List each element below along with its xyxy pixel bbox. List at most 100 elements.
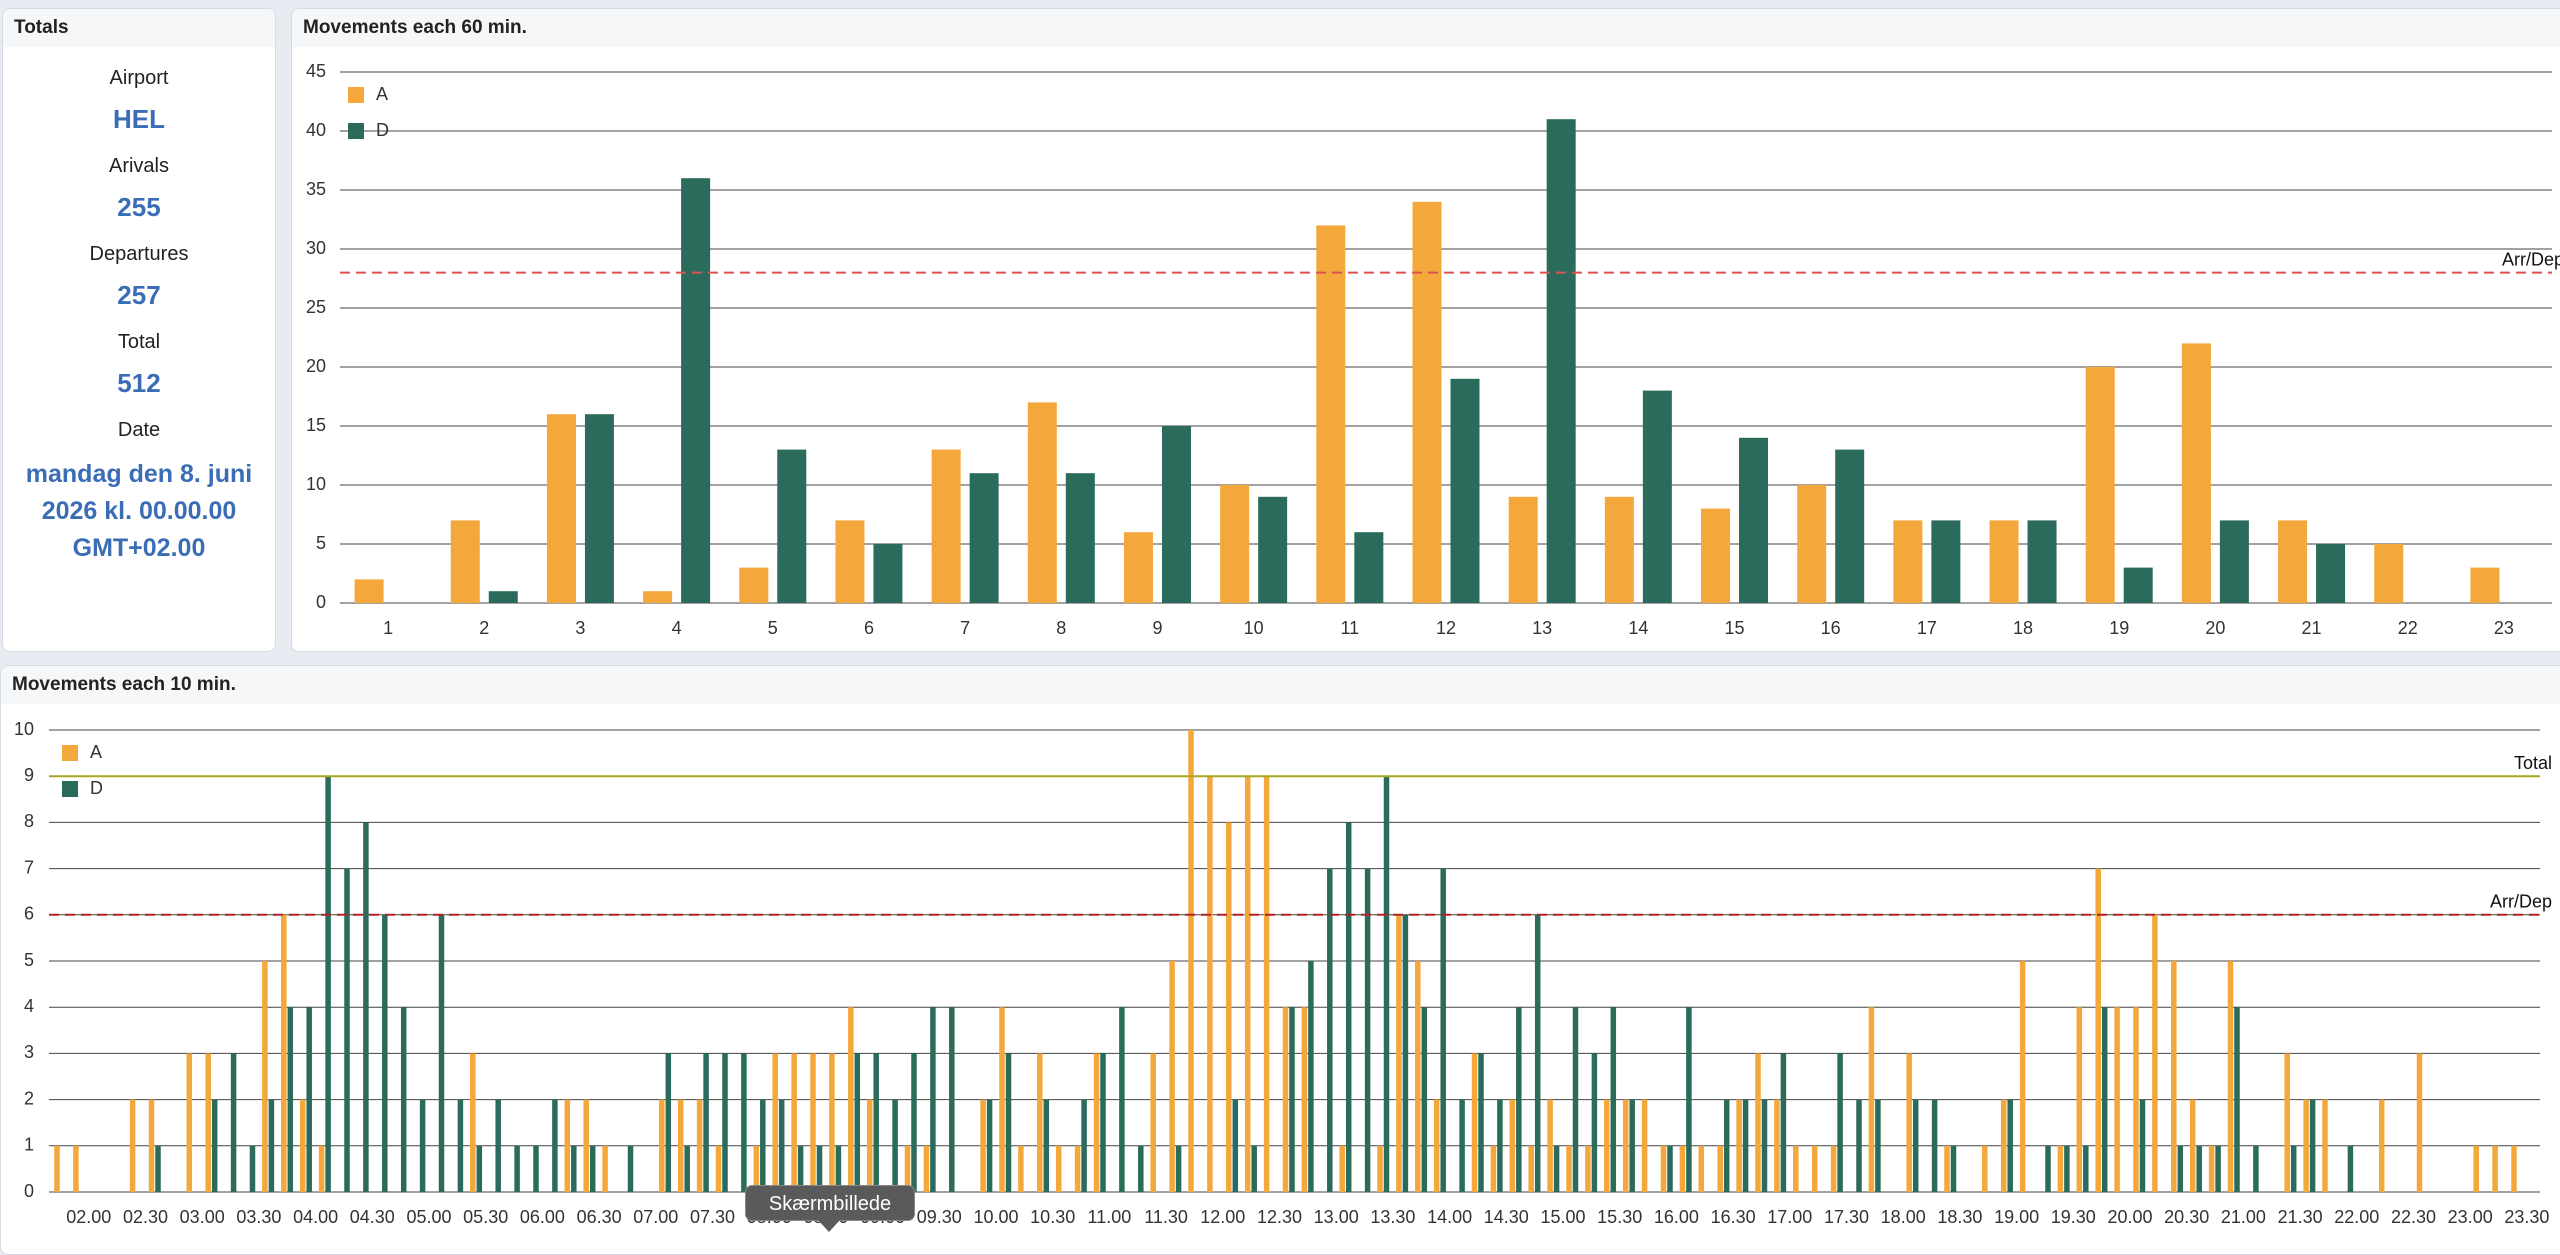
reference-label: Total bbox=[2514, 753, 2552, 773]
x-tick-label: 04.30 bbox=[350, 1207, 395, 1227]
bar bbox=[1207, 776, 1213, 1192]
bar bbox=[1258, 496, 1288, 603]
bar bbox=[230, 1053, 237, 1192]
panel-title: Movements each 60 min. bbox=[292, 9, 2560, 47]
bar bbox=[1497, 1099, 1503, 1192]
bar bbox=[186, 1053, 193, 1192]
bar bbox=[602, 1145, 608, 1192]
bar bbox=[1043, 1099, 1050, 1192]
x-tick-label: 18 bbox=[2013, 618, 2033, 638]
bar bbox=[1490, 1145, 1497, 1192]
x-tick-label: 21.30 bbox=[2278, 1207, 2323, 1227]
x-tick-label: 19 bbox=[2109, 618, 2129, 638]
bar bbox=[1327, 868, 1333, 1192]
x-tick-label: 19.30 bbox=[2051, 1207, 2096, 1227]
bar bbox=[665, 1053, 672, 1192]
bar bbox=[659, 1099, 665, 1192]
bar bbox=[1622, 1099, 1629, 1192]
bar bbox=[1459, 1099, 1465, 1192]
bar bbox=[1364, 868, 1371, 1192]
bar bbox=[1701, 508, 1731, 603]
bar bbox=[739, 567, 769, 603]
bar bbox=[2019, 961, 2026, 1192]
bar bbox=[1950, 1145, 1957, 1192]
total-value: 257 bbox=[117, 280, 161, 310]
bar bbox=[2290, 1145, 2297, 1192]
bar bbox=[2416, 1053, 2423, 1192]
bar bbox=[1742, 1099, 1749, 1192]
bar bbox=[1912, 1099, 1919, 1192]
bar bbox=[546, 414, 576, 603]
bar bbox=[2278, 520, 2308, 603]
x-tick-label: 17.30 bbox=[1824, 1207, 1869, 1227]
bar bbox=[287, 1007, 294, 1192]
bar bbox=[1835, 449, 1865, 603]
bar bbox=[205, 1053, 211, 1192]
bar bbox=[1119, 1007, 1125, 1192]
bar bbox=[1546, 119, 1576, 603]
bar bbox=[155, 1145, 161, 1192]
bar bbox=[73, 1145, 79, 1192]
tooltip-arrow bbox=[818, 1220, 840, 1232]
x-tick-label: 14 bbox=[1628, 618, 1648, 638]
bar bbox=[249, 1145, 256, 1192]
bar bbox=[715, 1145, 722, 1192]
total-label: Airport bbox=[109, 67, 169, 89]
y-tick-label: 7 bbox=[24, 857, 34, 877]
x-tick-label: 15.00 bbox=[1540, 1207, 1585, 1227]
bar bbox=[2000, 1099, 2007, 1192]
x-tick-label: 23.00 bbox=[2448, 1207, 2493, 1227]
bar bbox=[911, 1053, 917, 1192]
bar bbox=[1761, 1099, 1768, 1192]
bar bbox=[1508, 496, 1538, 603]
legend-label: D bbox=[376, 120, 389, 140]
y-tick-label: 20 bbox=[306, 356, 326, 376]
total-label: Date bbox=[117, 419, 161, 441]
bar bbox=[986, 1099, 993, 1192]
bar bbox=[1316, 225, 1346, 603]
bar bbox=[1354, 532, 1384, 603]
x-tick-label: 10.30 bbox=[1030, 1207, 1075, 1227]
x-tick-label: 11 bbox=[1340, 618, 1359, 638]
bar bbox=[1528, 1145, 1534, 1192]
x-tick-label: 10.00 bbox=[973, 1207, 1018, 1227]
bar bbox=[2064, 1145, 2070, 1192]
bar bbox=[1642, 390, 1672, 603]
bar bbox=[382, 914, 388, 1192]
bar bbox=[2076, 1007, 2083, 1192]
bar bbox=[643, 591, 673, 603]
reference-label: Arr/Dep bbox=[2490, 892, 2552, 912]
bar bbox=[1301, 1007, 1308, 1192]
y-tick-label: 8 bbox=[24, 811, 34, 831]
bar bbox=[778, 1099, 785, 1192]
bar bbox=[931, 449, 961, 603]
bar bbox=[1005, 1053, 1012, 1192]
bar bbox=[2083, 1145, 2089, 1192]
bar bbox=[797, 1145, 804, 1192]
bar bbox=[1604, 496, 1634, 603]
bar bbox=[2322, 1099, 2328, 1192]
y-tick-label: 25 bbox=[306, 297, 326, 317]
bar bbox=[696, 1099, 703, 1192]
bar bbox=[1175, 1145, 1182, 1192]
y-tick-label: 10 bbox=[306, 474, 326, 494]
bar bbox=[281, 914, 287, 1192]
bar bbox=[1641, 1099, 1648, 1192]
bar bbox=[129, 1099, 136, 1192]
bar bbox=[1339, 1145, 1345, 1192]
total-label: Total bbox=[117, 331, 161, 353]
bar bbox=[2152, 914, 2158, 1192]
bar bbox=[1065, 473, 1095, 603]
bar bbox=[829, 1053, 835, 1192]
bar bbox=[791, 1053, 797, 1192]
bar bbox=[2114, 1007, 2120, 1192]
bar bbox=[419, 1099, 426, 1192]
y-tick-label: 2 bbox=[24, 1088, 34, 1108]
bar bbox=[1837, 1053, 1843, 1192]
bar bbox=[262, 961, 268, 1192]
bar bbox=[2196, 1145, 2202, 1192]
legend-label: D bbox=[90, 778, 103, 798]
bar bbox=[892, 1099, 898, 1192]
x-tick-label: 02.00 bbox=[66, 1207, 111, 1227]
x-tick-label: 17 bbox=[1917, 618, 1937, 638]
